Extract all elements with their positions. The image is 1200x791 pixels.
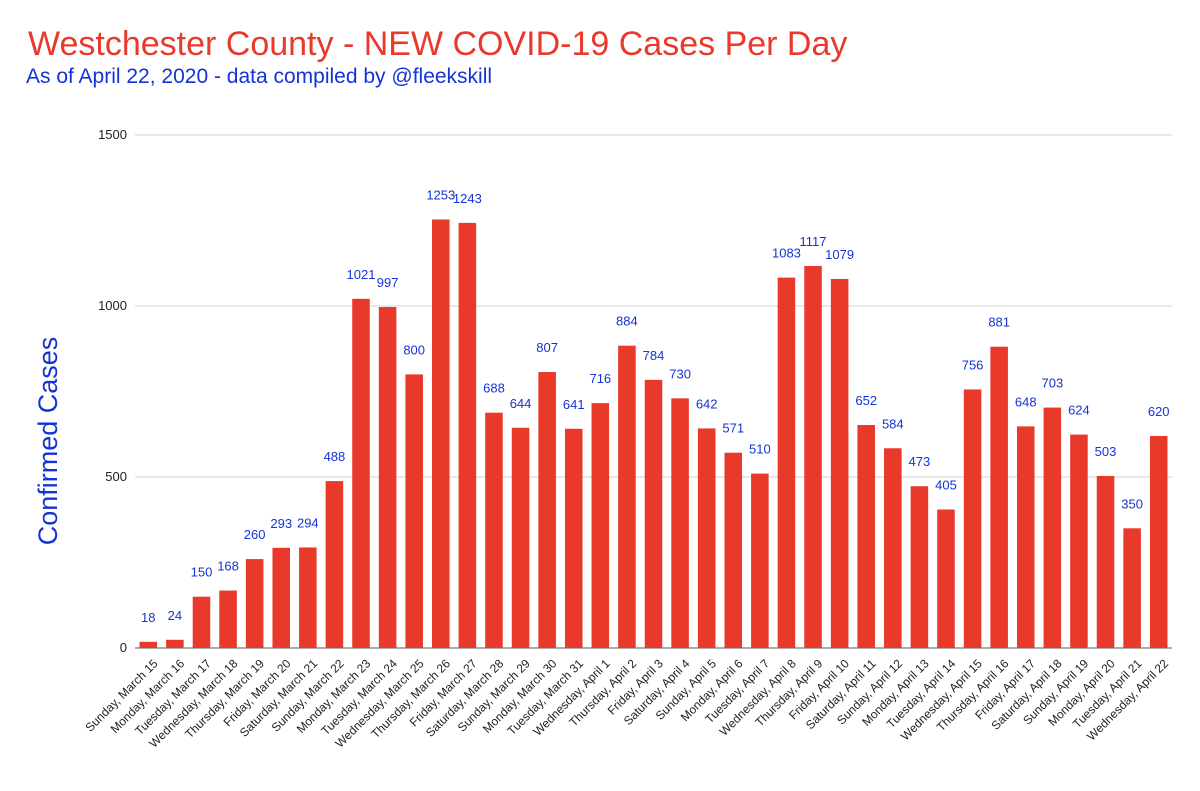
data-label: 473 [909, 454, 931, 469]
bar [1096, 475, 1115, 648]
data-label: 350 [1121, 496, 1143, 511]
bar [458, 222, 477, 649]
bar [1149, 435, 1168, 648]
y-tick-label: 1500 [98, 127, 127, 142]
data-label: 1021 [347, 267, 376, 282]
data-label: 997 [377, 275, 399, 290]
bar [937, 509, 955, 648]
y-axis-ticks: 0 500 1000 1500 [98, 127, 127, 655]
chart-title: Westchester County - NEW COVID-19 Cases … [28, 25, 848, 63]
bar [963, 389, 982, 648]
data-label: 716 [589, 371, 611, 386]
data-label: 571 [722, 421, 744, 436]
bar [405, 374, 423, 648]
bar [564, 428, 583, 648]
bar [1070, 434, 1088, 648]
data-label: 884 [616, 314, 638, 329]
data-label: 624 [1068, 403, 1090, 418]
data-label: 648 [1015, 394, 1037, 409]
data-label: 652 [855, 393, 877, 408]
data-label: 620 [1148, 404, 1170, 419]
data-label: 800 [403, 342, 425, 357]
bar [777, 277, 796, 648]
bar [990, 346, 1008, 648]
bar [857, 425, 875, 648]
data-label: 730 [669, 366, 691, 381]
data-label: 807 [536, 340, 558, 355]
bar [192, 596, 211, 648]
bar [830, 278, 849, 648]
data-label: 644 [510, 396, 532, 411]
data-label: 1117 [800, 234, 827, 249]
bar [751, 473, 769, 648]
bar [671, 398, 689, 648]
bar [538, 372, 556, 648]
data-label: 756 [962, 357, 984, 372]
data-label: 881 [988, 315, 1010, 330]
bar [378, 307, 397, 648]
data-label: 294 [297, 515, 319, 530]
data-label: 260 [244, 527, 266, 542]
bar [325, 481, 344, 648]
bar [219, 590, 237, 648]
bar [697, 428, 716, 648]
bar [299, 547, 317, 648]
data-label: 503 [1095, 444, 1117, 459]
data-label: 688 [483, 381, 505, 396]
data-label: 584 [882, 416, 904, 431]
bar [884, 448, 902, 648]
data-label: 488 [324, 449, 346, 464]
data-label: 24 [168, 608, 182, 623]
bar [644, 379, 663, 648]
data-label: 1083 [772, 246, 801, 261]
data-label: 168 [217, 559, 239, 574]
bar [1043, 407, 1062, 648]
bar [245, 559, 264, 648]
bar [511, 427, 530, 648]
chart-subtitle: As of April 22, 2020 - data compiled by … [26, 65, 493, 88]
y-tick-label: 1000 [98, 298, 127, 313]
data-label: 18 [141, 610, 155, 625]
bar [804, 265, 822, 648]
data-label: 1253 [426, 187, 455, 202]
data-label: 1243 [453, 191, 482, 206]
y-tick-label: 500 [105, 469, 127, 484]
data-label: 293 [270, 516, 292, 531]
data-label: 642 [696, 396, 718, 411]
data-label: 1079 [825, 247, 854, 262]
bar [272, 547, 291, 648]
data-label: 784 [643, 348, 665, 363]
bars [139, 219, 1168, 649]
bar [1123, 528, 1141, 648]
data-label: 703 [1041, 376, 1063, 391]
bar [724, 452, 743, 648]
bar [352, 298, 370, 648]
data-label: 641 [563, 397, 585, 412]
data-label: 405 [935, 477, 957, 492]
bar [166, 639, 184, 648]
data-label: 510 [749, 442, 771, 457]
bar [1016, 426, 1035, 648]
bar [591, 403, 610, 648]
bar [618, 345, 636, 648]
bar [485, 412, 503, 648]
bar [139, 641, 158, 648]
data-label: 150 [191, 565, 213, 580]
bar [910, 486, 929, 648]
bar [432, 219, 450, 648]
y-axis-label: Confirmed Cases [33, 337, 63, 546]
y-tick-label: 0 [120, 640, 127, 655]
